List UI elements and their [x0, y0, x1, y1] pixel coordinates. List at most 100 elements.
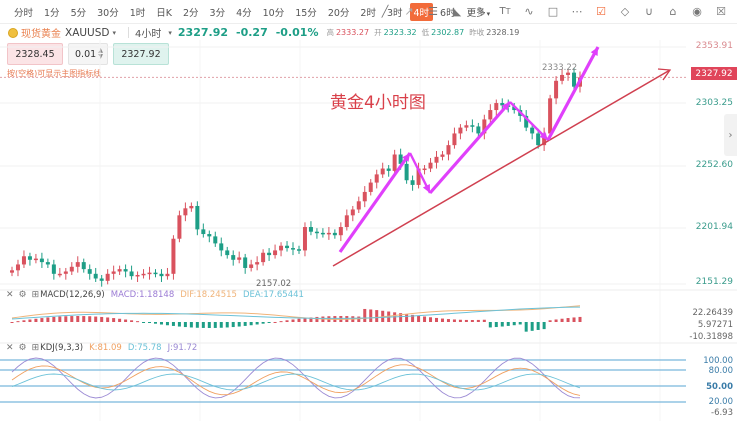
- tab-period-3[interactable]: 30分: [97, 7, 119, 19]
- j-value: J:91.72: [167, 343, 198, 353]
- price-tick: 2201.94: [695, 222, 733, 232]
- open-label: 开: [374, 28, 382, 37]
- tab-period-7[interactable]: 3分: [209, 7, 226, 19]
- macd-header: ✕ ⚙ ⊞ MACD(12,26,9) MACD:1.18148 DIF:18.…: [6, 290, 310, 300]
- top-toolbar: 分时 1分 5分 30分 1时 日K 2分 3分 4分 10分 15分 20分 2时 3时 4时 6时 更多▾ …: [0, 0, 737, 24]
- quick-order: 2328.45 0.01 ▲ ▼ 2327.92: [7, 43, 169, 65]
- quantity-stepper[interactable]: 0.01 ▲ ▼: [68, 43, 108, 65]
- prev-close-value: 2328.19: [486, 28, 520, 37]
- dif-value: DIF:18.24515: [180, 290, 237, 300]
- divider: [128, 27, 130, 38]
- tab-period-14[interactable]: 4时: [409, 2, 434, 21]
- tab-period-0[interactable]: 分时: [14, 7, 34, 19]
- last-price: 2327.92: [177, 26, 229, 39]
- macd-panel: [10, 305, 582, 332]
- tab-period-4[interactable]: 1时: [129, 7, 146, 19]
- kdj-panel: [0, 357, 686, 403]
- expand-icon[interactable]: ⊞: [31, 343, 40, 353]
- stepper-arrows-icon[interactable]: ▲ ▼: [98, 47, 103, 60]
- trash-tool-icon[interactable]: ☒: [716, 4, 726, 18]
- chevron-down-icon[interactable]: ▾: [112, 28, 117, 37]
- close-icon[interactable]: ✕: [6, 343, 14, 353]
- kdj-tick: 100.00: [703, 356, 733, 366]
- price-tick: 2303.25: [695, 98, 733, 108]
- kdj-tick: 80.00: [708, 366, 733, 376]
- chevron-down-icon[interactable]: ▾: [168, 28, 172, 37]
- kdj-tick: -6.93: [711, 408, 733, 418]
- chevron-right-icon: ›: [728, 129, 733, 141]
- kdj-header: ✕ ⚙ ⊞ KDJ(9,3,3) K:81.09 D:75.78 J:91.72: [6, 343, 203, 353]
- low-value: 2302.87: [431, 28, 465, 37]
- gold-coin-icon: [8, 27, 18, 38]
- price-change: -0.27: [236, 26, 268, 39]
- price-axis[interactable]: 2353.91 2327.92 2303.25 2252.60 2201.94 …: [688, 0, 737, 290]
- tab-period-8[interactable]: 4分: [236, 7, 252, 19]
- eraser-tool-icon[interactable]: ◇: [620, 4, 630, 18]
- high-value: 2333.27: [335, 28, 370, 37]
- tab-period-13[interactable]: 3时: [386, 7, 403, 19]
- low-label: 低: [421, 28, 430, 37]
- macd-tick: 22.26439: [692, 308, 733, 318]
- price-tick: 2353.91: [695, 41, 733, 51]
- high-label: 高: [326, 28, 334, 37]
- rect-tool-icon[interactable]: □: [547, 4, 559, 18]
- k-value: K:81.09: [89, 343, 122, 353]
- symbol-selector[interactable]: XAUUSD: [65, 26, 110, 39]
- tab-period-5[interactable]: 日K: [156, 7, 172, 19]
- sell-button[interactable]: 2328.45: [7, 43, 63, 65]
- macd-tick: 5.97271: [697, 320, 733, 330]
- indicator-name[interactable]: KDJ(9,3,3): [40, 343, 84, 353]
- price-tick: 2252.60: [695, 160, 733, 170]
- fib-tool-icon[interactable]: ☰: [428, 4, 438, 18]
- indicator-name[interactable]: MACD(12,26,9): [40, 290, 105, 300]
- snap-tool-icon[interactable]: ∪: [644, 4, 654, 18]
- price-tick: 2151.29: [695, 277, 733, 287]
- pen-tool-icon[interactable]: ✎: [476, 4, 486, 18]
- macd-value: MACD:1.18148: [110, 290, 175, 300]
- tab-period-15[interactable]: 6时: [440, 7, 456, 19]
- tab-period-9[interactable]: 10分: [262, 7, 285, 19]
- buy-button[interactable]: 2327.92: [113, 43, 169, 65]
- tab-period-1[interactable]: 1分: [44, 7, 60, 19]
- more-tool-icon[interactable]: ⋯: [571, 4, 583, 18]
- kdj-tick: 50.00: [706, 382, 733, 392]
- low-marker-label: 2157.02: [256, 279, 292, 289]
- dea-value: DEA:17.65441: [242, 290, 304, 300]
- expand-icon[interactable]: ⊞: [31, 290, 40, 300]
- tab-period-11[interactable]: 20分: [327, 7, 350, 19]
- gear-icon[interactable]: ⚙: [18, 343, 27, 353]
- annotations: [332, 46, 672, 267]
- visibility-tool-icon[interactable]: ◉: [692, 4, 702, 18]
- lock-tool-icon[interactable]: ⌂: [669, 4, 677, 18]
- close-icon[interactable]: ✕: [6, 290, 14, 300]
- indicator-hint: 按(空格)可显示主图指标线: [7, 69, 102, 78]
- symbol-info-bar: 现货黄金 XAUUSD ▾ 4小时 ▾ 2327.92 -0.27 -0.01%…: [0, 24, 524, 41]
- candlesticks: [10, 67, 582, 287]
- wave-tool-icon[interactable]: ∿: [524, 4, 534, 18]
- tab-period-12[interactable]: 2时: [360, 7, 376, 19]
- timeframe-selector[interactable]: 4小时: [135, 29, 162, 40]
- prev-close-label: 昨收: [469, 28, 485, 37]
- line-tool-icon[interactable]: ╱: [381, 4, 389, 18]
- kdj-axis: 100.00 80.00 50.00 20.00 -6.93: [688, 350, 737, 421]
- grid-lines: [0, 40, 737, 421]
- tab-period-16[interactable]: 更多▾: [466, 7, 491, 19]
- tab-period-10[interactable]: 15分: [295, 7, 317, 19]
- gear-icon[interactable]: ⚙: [18, 290, 27, 300]
- macd-tick: -10.31898: [689, 332, 733, 342]
- period-selector: 分时 1分 5分 30分 1时 日K 2分 3分 4分 10分 15分 20分 2时 3时 4时 6时 更多▾: [0, 2, 497, 21]
- tab-period-6[interactable]: 2分: [182, 7, 199, 19]
- magnet-tool-icon[interactable]: ☑: [596, 4, 606, 18]
- quantity-value: 0.01: [75, 48, 97, 60]
- tab-period-2[interactable]: 5分: [70, 7, 87, 19]
- open-value: 2323.32: [383, 28, 417, 37]
- chart-title-annotation: 黄金4小时图: [330, 93, 426, 113]
- ray-tool-icon[interactable]: ↗: [404, 4, 414, 18]
- collapse-panel-button[interactable]: ›: [724, 114, 737, 156]
- high-marker-label: 2333.22: [542, 63, 578, 73]
- kdj-tick: 20.00: [708, 397, 733, 407]
- gann-tool-icon[interactable]: ◣: [452, 4, 462, 18]
